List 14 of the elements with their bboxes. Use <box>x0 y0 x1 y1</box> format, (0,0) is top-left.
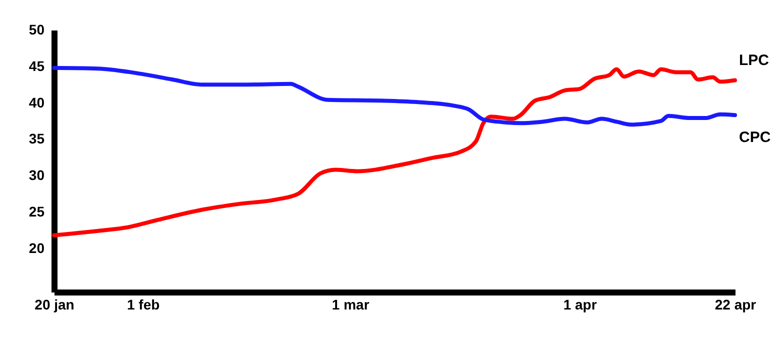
x-tick-label: 1 mar <box>332 296 370 312</box>
y-tick-label: 40 <box>28 94 45 110</box>
y-tick-label: 30 <box>28 167 45 184</box>
y-tick-label: 50 <box>28 22 45 38</box>
y-tick-label: 35 <box>28 130 45 147</box>
y-tick-label: 25 <box>28 203 45 220</box>
y-tick-label: 45 <box>28 58 45 74</box>
series-label: CPC <box>739 129 771 146</box>
series-label: LPC <box>739 52 770 70</box>
x-tick-label: 20 jan <box>34 296 74 312</box>
x-tick-label: 1 feb <box>126 296 160 312</box>
x-tick-label: 1 apr <box>563 296 598 312</box>
x-tick-label: 22 apr <box>714 296 757 312</box>
y-tick-label: 20 <box>28 240 45 256</box>
